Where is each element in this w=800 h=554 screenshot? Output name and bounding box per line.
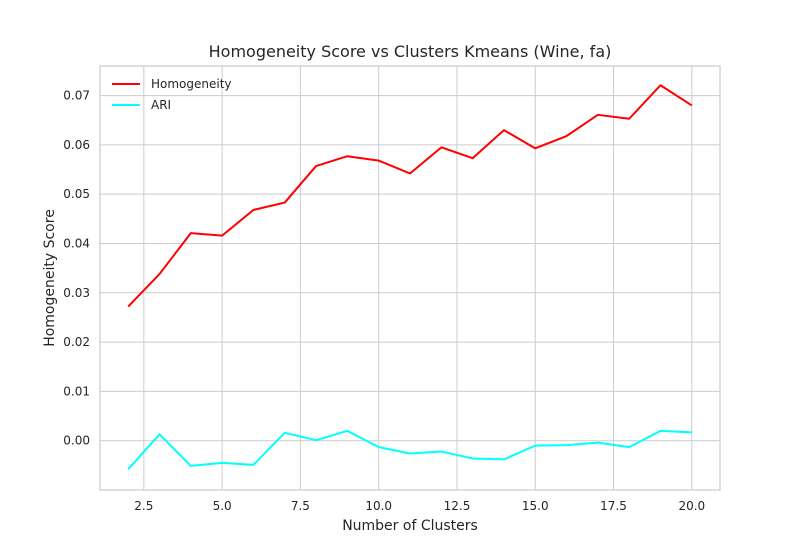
- y-tick-label: 0.07: [63, 89, 90, 103]
- series-line-homogeneity: [127, 84, 693, 308]
- legend: Homogeneity ARI: [112, 77, 232, 112]
- y-tick-label: 0.01: [63, 384, 90, 398]
- x-axis-label: Number of Clusters: [342, 518, 478, 534]
- tick-labels: 2.5 5.0 7.5 10.0 12.5 15.0 17.5 20.0 0.00 0.01 0.0…: [63, 89, 705, 513]
- x-tick-label: 20.0: [678, 499, 705, 513]
- x-tick-label: 10.0: [365, 499, 392, 513]
- x-tick-label: 7.5: [291, 499, 310, 513]
- plot-area: [100, 66, 720, 490]
- y-tick-label: 0.04: [63, 236, 90, 250]
- y-tick-label: 0.00: [63, 434, 90, 448]
- y-tick-label: 0.05: [63, 187, 90, 201]
- plot-frame: [99, 65, 721, 491]
- x-tick-label: 17.5: [600, 499, 627, 513]
- chart-title: Homogeneity Score vs Clusters Kmeans (Wi…: [209, 42, 612, 61]
- y-tick-label: 0.06: [63, 138, 90, 152]
- x-tick-label: 15.0: [522, 499, 549, 513]
- legend-label: Homogeneity: [151, 77, 232, 91]
- y-tick-label: 0.03: [63, 286, 90, 300]
- series-layer: [127, 84, 693, 470]
- series-line-ari: [127, 429, 692, 470]
- grid-lines: [100, 66, 720, 490]
- x-tick-label: 12.5: [444, 499, 471, 513]
- x-tick-label: 5.0: [213, 499, 232, 513]
- y-tick-label: 0.02: [63, 335, 90, 349]
- x-tick-label: 2.5: [134, 499, 153, 513]
- y-axis-label: Homogeneity Score: [42, 209, 58, 347]
- legend-label: ARI: [151, 98, 171, 112]
